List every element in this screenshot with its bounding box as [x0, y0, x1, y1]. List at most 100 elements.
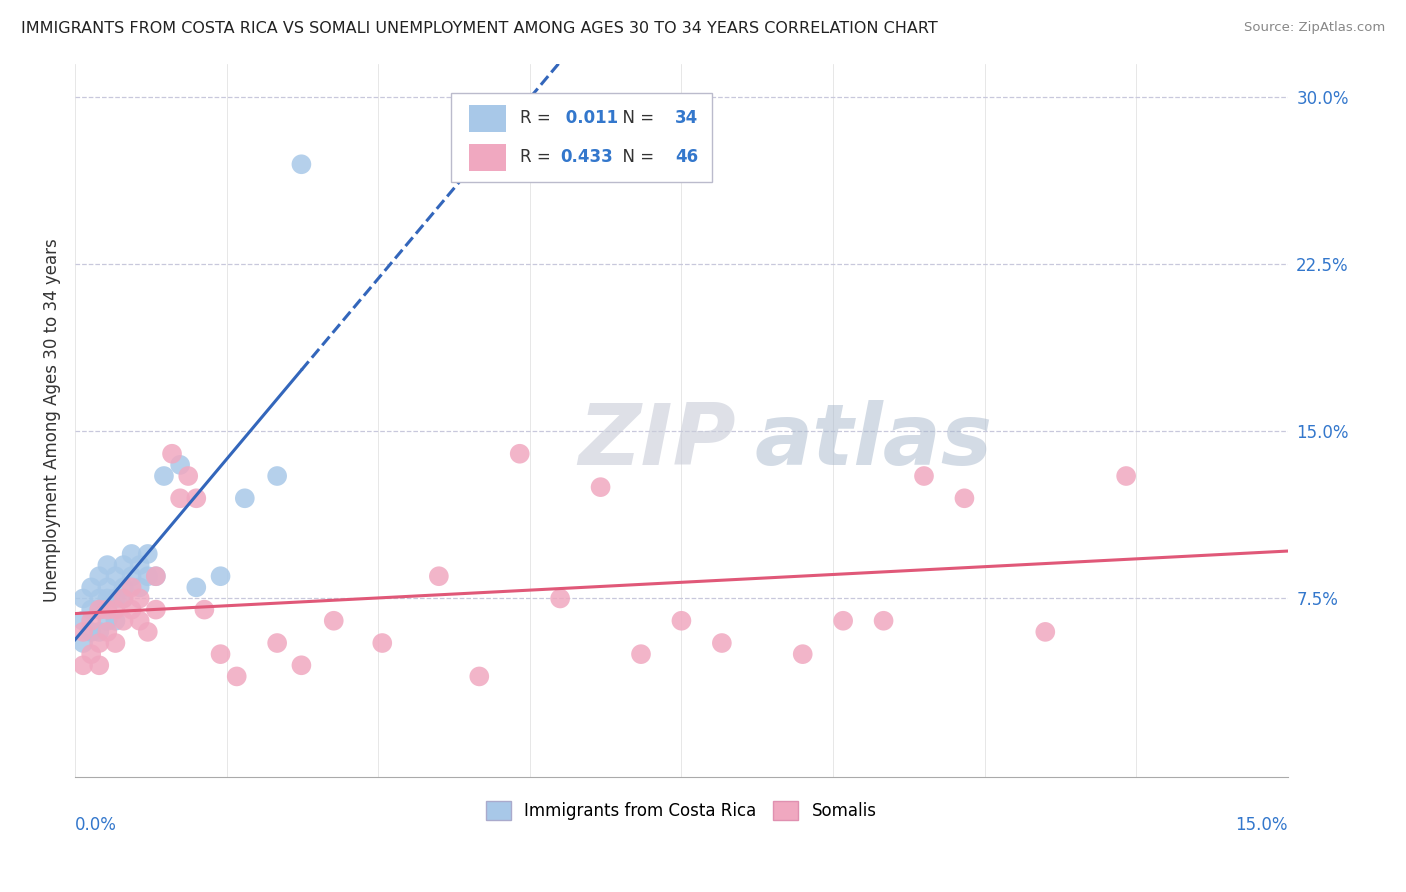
Point [1115, 469, 1137, 483]
Point [121, 602, 143, 616]
Point [89, 624, 111, 639]
FancyBboxPatch shape [470, 144, 506, 171]
Point [169, 458, 191, 472]
Text: 46: 46 [675, 148, 699, 167]
Point [145, 602, 167, 616]
Point [104, 602, 127, 616]
Point [872, 614, 894, 628]
Point [121, 569, 143, 583]
Point [112, 591, 135, 606]
Point [589, 480, 612, 494]
Point [96, 614, 118, 628]
Point [89, 602, 111, 616]
Text: IMMIGRANTS FROM COSTA RICA VS SOMALI UNEMPLOYMENT AMONG AGES 30 TO 34 YEARS CORR: IMMIGRANTS FROM COSTA RICA VS SOMALI UNE… [21, 21, 938, 36]
Point [104, 569, 127, 583]
Point [121, 547, 143, 561]
Point [136, 547, 159, 561]
Point [186, 491, 208, 506]
Text: N =: N = [612, 109, 659, 128]
Point [72, 658, 94, 673]
Text: N =: N = [612, 148, 659, 167]
Text: 34: 34 [675, 109, 699, 128]
Point [671, 614, 693, 628]
FancyBboxPatch shape [470, 104, 506, 132]
Point [96, 580, 118, 594]
Point [96, 624, 118, 639]
Point [160, 447, 183, 461]
Point [89, 602, 111, 616]
Text: ZIPatlas: ZIPatlas [578, 401, 969, 483]
Point [548, 591, 571, 606]
Text: 0.0%: 0.0% [75, 816, 117, 834]
Y-axis label: Unemployment Among Ages 30 to 34 years: Unemployment Among Ages 30 to 34 years [44, 238, 60, 602]
Point [112, 558, 135, 572]
Point [112, 614, 135, 628]
Point [72, 624, 94, 639]
Point [710, 636, 733, 650]
Point [128, 558, 150, 572]
Point [145, 569, 167, 583]
Point [145, 569, 167, 583]
Point [832, 614, 855, 628]
Point [72, 591, 94, 606]
Point [72, 614, 94, 628]
Text: Source: ZipAtlas.com: Source: ZipAtlas.com [1244, 21, 1385, 34]
Point [630, 647, 652, 661]
Text: 0.433: 0.433 [560, 148, 613, 167]
Point [266, 469, 288, 483]
Point [1033, 624, 1056, 639]
Legend: Immigrants from Costa Rica, Somalis: Immigrants from Costa Rica, Somalis [479, 795, 883, 827]
Point [912, 469, 935, 483]
Point [322, 614, 344, 628]
Point [89, 636, 111, 650]
Text: R =: R = [520, 148, 557, 167]
Point [177, 469, 200, 483]
Text: ZIP: ZIP [578, 401, 735, 483]
Point [209, 569, 232, 583]
Point [96, 558, 118, 572]
Point [96, 591, 118, 606]
Point [233, 491, 256, 506]
Point [80, 614, 103, 628]
Point [290, 658, 312, 673]
Text: 15.0%: 15.0% [1236, 816, 1288, 834]
Point [112, 580, 135, 594]
Point [104, 614, 127, 628]
Point [509, 447, 531, 461]
Point [371, 636, 394, 650]
Point [169, 491, 191, 506]
Point [121, 580, 143, 594]
Point [104, 636, 127, 650]
Point [104, 591, 127, 606]
Point [953, 491, 976, 506]
Point [225, 669, 247, 683]
Text: R =: R = [520, 109, 557, 128]
Point [128, 591, 150, 606]
Point [209, 647, 232, 661]
Point [80, 602, 103, 616]
Point [80, 624, 103, 639]
Point [89, 658, 111, 673]
Point [128, 614, 150, 628]
Point [128, 580, 150, 594]
Point [72, 636, 94, 650]
FancyBboxPatch shape [451, 93, 711, 182]
Text: atlas: atlas [754, 401, 993, 483]
Point [186, 580, 208, 594]
Point [427, 569, 450, 583]
Point [266, 636, 288, 650]
Point [80, 580, 103, 594]
Point [193, 602, 215, 616]
Point [89, 591, 111, 606]
Point [792, 647, 814, 661]
Point [89, 569, 111, 583]
Point [80, 647, 103, 661]
Point [96, 602, 118, 616]
Point [112, 591, 135, 606]
Point [468, 669, 491, 683]
Text: 0.011: 0.011 [560, 109, 619, 128]
Point [136, 569, 159, 583]
Point [136, 624, 159, 639]
Point [290, 157, 312, 171]
Point [153, 469, 176, 483]
